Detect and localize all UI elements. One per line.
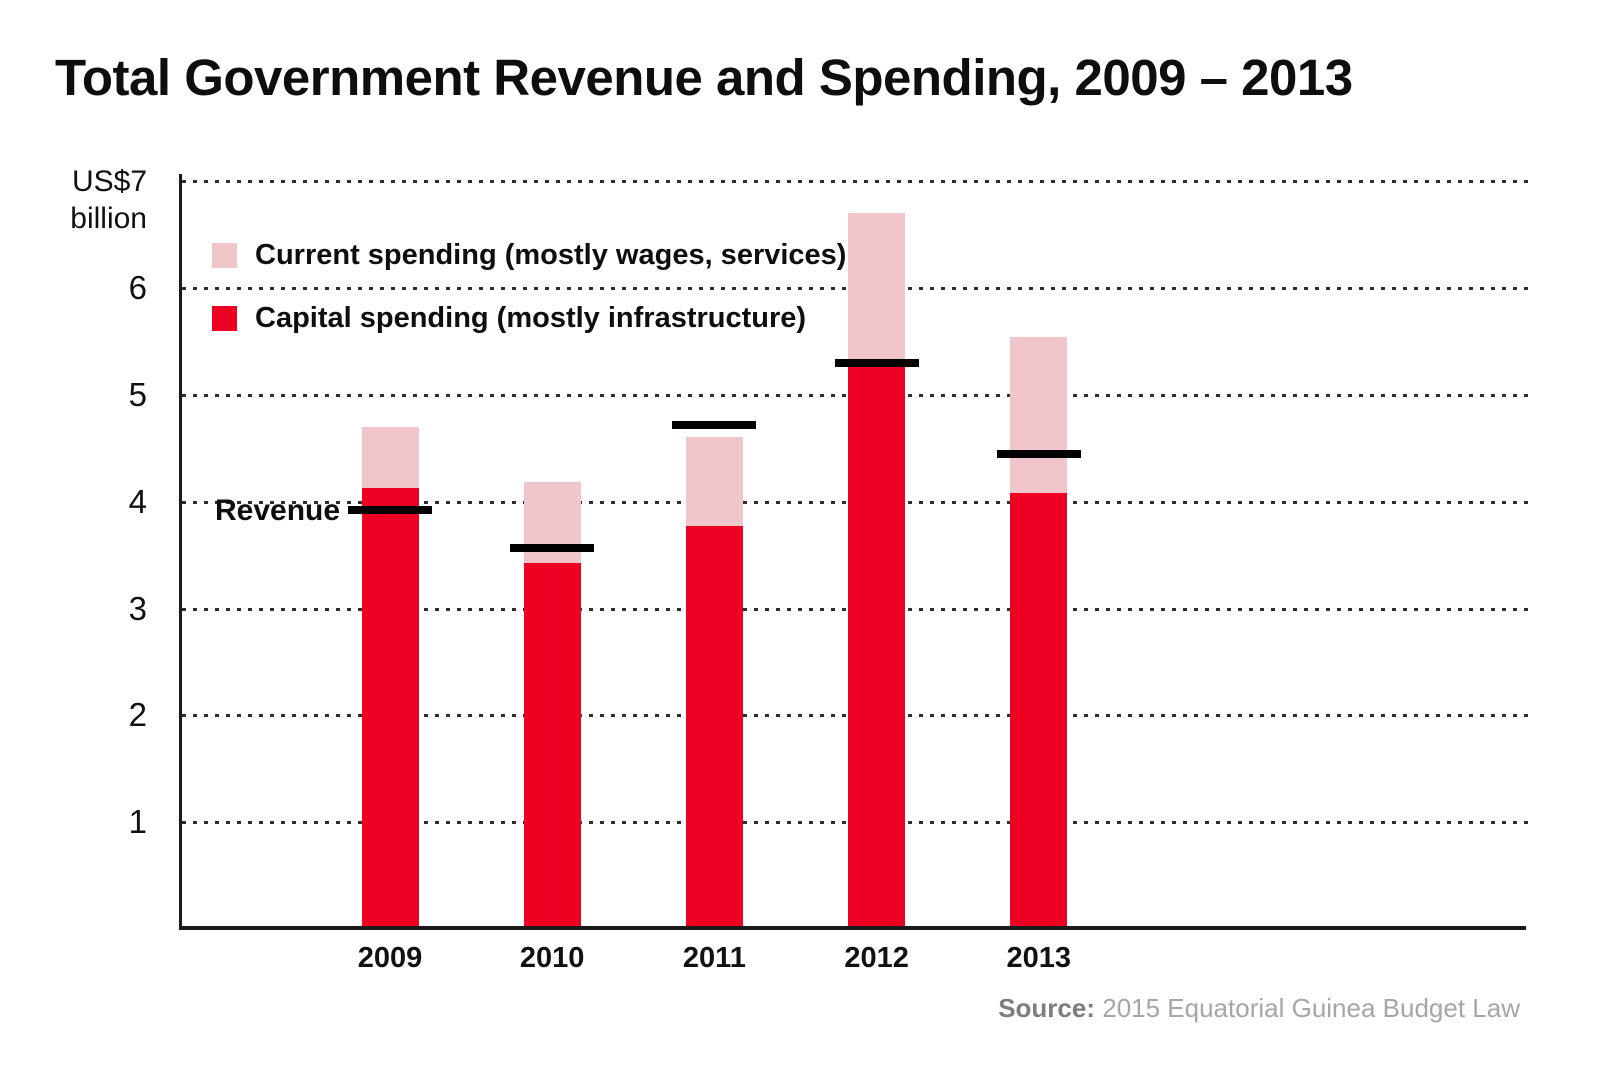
bar-capital-spending-2010 [523, 562, 581, 929]
source-text: 2015 Equatorial Guinea Budget Law [1102, 993, 1520, 1023]
legend-row-current: Current spending (mostly wages, services… [212, 238, 847, 271]
bar-current-spending-2011 [685, 436, 743, 527]
legend-label-capital-spending: Capital spending (mostly infrastructure) [255, 301, 807, 334]
revenue-marker-2013 [996, 449, 1081, 458]
x-axis-label-2012: 2012 [844, 942, 909, 974]
legend-swatch-current-spending [212, 242, 237, 268]
x-axis-label-2013: 2013 [1006, 942, 1072, 974]
gridline-7 [182, 180, 1528, 184]
legend-row-capital: Capital spending (mostly infrastructure) [212, 301, 846, 334]
revenue-annotation-label: Revenue [215, 494, 341, 527]
x-axis-label-2009: 2009 [357, 942, 423, 974]
legend: Current spending (mostly wages, services… [212, 238, 847, 334]
bar-current-spending-2013 [1010, 337, 1068, 494]
chart-title: Total Government Revenue and Spending, 2… [55, 49, 1353, 106]
y-tick-label-6: 6 [128, 269, 147, 307]
legend-swatch-capital-spending [212, 305, 237, 331]
revenue-marker-2011 [672, 420, 757, 429]
bar-capital-spending-2009 [361, 487, 419, 929]
legend-label-current-spending: Current spending (mostly wages, services… [255, 238, 847, 271]
bar-capital-spending-2012 [848, 365, 906, 929]
bar-current-spending-2012 [848, 213, 906, 366]
y-axis-unit-line2: billion [70, 202, 147, 235]
bar-current-spending-2009 [361, 427, 419, 488]
y-tick-label-3: 3 [128, 589, 147, 627]
source-line: Source: 2015 Equatorial Guinea Budget La… [998, 993, 1520, 1024]
x-axis-line [179, 926, 1526, 930]
y-axis-unit-label: US$7 billion [0, 163, 147, 237]
y-tick-label-2: 2 [128, 696, 147, 734]
y-tick-label-1: 1 [128, 803, 147, 841]
bar-capital-spending-2013 [1010, 493, 1068, 929]
y-axis-unit-line1: US$7 [71, 165, 147, 198]
x-axis-label-2010: 2010 [519, 942, 585, 974]
revenue-marker-2012 [834, 358, 919, 367]
source-prefix: Source: [998, 993, 1095, 1023]
y-axis-line [179, 174, 182, 930]
y-tick-label-4: 4 [128, 482, 147, 520]
y-tick-label-5: 5 [128, 376, 147, 413]
revenue-marker-2009 [348, 506, 432, 515]
x-axis-label-2011: 2011 [682, 942, 746, 974]
bar-capital-spending-2011 [685, 526, 743, 929]
revenue-marker-2010 [510, 543, 595, 552]
